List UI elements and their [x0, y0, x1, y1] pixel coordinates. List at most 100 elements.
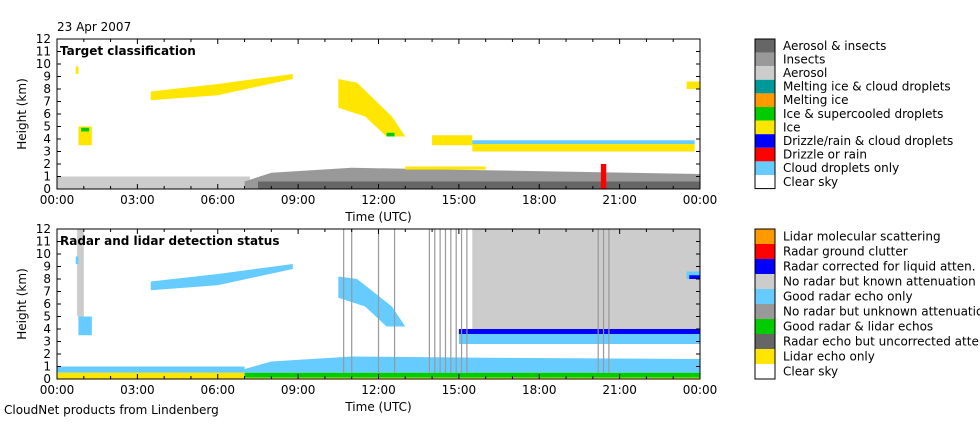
legend-label: Cloud droplets only — [783, 161, 899, 175]
legend-swatch-insects — [755, 52, 775, 67]
region-known_att — [472, 229, 700, 329]
x-tick-label: 00:00 — [683, 193, 718, 207]
region-radar_corr — [458, 329, 700, 334]
region-ice — [686, 81, 700, 89]
legend-label: Insects — [783, 52, 825, 66]
y-axis-label: Height (km) — [15, 268, 29, 339]
legend-swatch-ice — [755, 120, 775, 135]
x-tick-label: 12:00 — [361, 383, 396, 397]
panel-title: Radar and lidar detection status — [60, 234, 279, 248]
legend-swatch-melting_cloud — [755, 79, 775, 94]
legend-swatch-lidar_only — [755, 349, 775, 364]
region-good_radar — [57, 366, 245, 373]
legend-label: Drizzle/rain & cloud droplets — [783, 134, 953, 148]
y-tick-label: 7 — [43, 95, 51, 109]
legend-swatch-cloud — [755, 161, 775, 175]
y-tick-label: 9 — [43, 70, 51, 84]
x-tick-label: 09:00 — [281, 383, 316, 397]
legend-label: Good radar & lidar echos — [783, 320, 933, 334]
y-tick-label: 0 — [43, 182, 51, 196]
region-good_radar — [458, 334, 700, 344]
x-tick-label: 06:00 — [200, 383, 235, 397]
legend-swatch-clear — [755, 175, 775, 189]
y-tick-label: 11 — [36, 235, 51, 249]
region-ice — [432, 135, 473, 146]
legend-label: Lidar echo only — [783, 350, 875, 364]
legend-swatch-lidar_mol — [755, 229, 775, 244]
y-tick-label: 1 — [43, 170, 51, 184]
x-axis-label: Time (UTC) — [344, 210, 411, 224]
y-tick-label: 12 — [36, 222, 51, 236]
region-ice_sc — [81, 127, 90, 132]
panel-title: Target classification — [60, 44, 196, 58]
legend-label: Melting ice & cloud droplets — [783, 80, 951, 94]
legend-swatch-aerosol_insects — [755, 39, 775, 53]
y-tick-label: 3 — [43, 145, 51, 159]
legend-swatch-good_radar — [755, 289, 775, 304]
x-tick-label: 21:00 — [602, 383, 637, 397]
y-tick-label: 11 — [36, 45, 51, 59]
legend-swatch-known_att — [755, 274, 775, 289]
y-tick-label: 5 — [43, 120, 51, 134]
legend-frame — [754, 228, 776, 380]
y-tick-label: 3 — [43, 335, 51, 349]
date-label: 23 Apr 2007 — [57, 20, 131, 34]
legend-label: Radar echo but uncorrected atten. — [783, 335, 980, 349]
y-tick-label: 4 — [43, 132, 51, 146]
y-tick-label: 8 — [43, 82, 51, 96]
legend-swatch-aerosol — [755, 66, 775, 80]
legend-label: Ice — [783, 120, 801, 134]
legend-label: Lidar molecular scattering — [783, 230, 941, 244]
y-tick-label: 4 — [43, 322, 51, 336]
x-tick-label: 12:00 — [361, 193, 396, 207]
x-axis-label: Time (UTC) — [344, 400, 411, 414]
x-tick-label: 18:00 — [522, 383, 557, 397]
region-drizzle — [600, 164, 607, 189]
region-ice — [150, 74, 293, 101]
region-good_radar — [150, 264, 293, 291]
region-ice_sc — [386, 132, 395, 137]
legend-swatch-drizzle_cloud — [755, 134, 775, 148]
y-tick-label: 5 — [43, 310, 51, 324]
legend-label: Aerosol & insects — [783, 39, 886, 53]
legend-label: Ice & supercooled droplets — [783, 107, 943, 121]
x-tick-label: 03:00 — [120, 383, 155, 397]
legend-label: Radar corrected for liquid atten. — [783, 260, 976, 274]
legend-label: No radar but unknown attenuation — [783, 305, 980, 319]
legend-swatch-uncorrected — [755, 334, 775, 349]
y-tick-label: 6 — [43, 297, 51, 311]
x-tick-label: 00:00 — [40, 193, 75, 207]
y-axis-label: Height (km) — [15, 78, 29, 149]
x-tick-label: 03:00 — [120, 193, 155, 207]
x-tick-label: 15:00 — [442, 383, 477, 397]
y-tick-label: 9 — [43, 260, 51, 274]
x-tick-label: 15:00 — [442, 193, 477, 207]
panel-2: 00:00 03:00 06:00 09:00 12:00 15:00 18:00 21:00… — [15, 222, 980, 414]
x-tick-label: 21:00 — [602, 193, 637, 207]
legend-label: Radar ground clutter — [783, 245, 908, 259]
region-lidar_only — [57, 372, 245, 379]
y-tick-label: 10 — [36, 57, 51, 71]
credit-label: CloudNet products from Lindenberg — [4, 403, 219, 417]
region-ice — [405, 166, 486, 170]
legend-swatch-both — [755, 319, 775, 334]
x-tick-label: 06:00 — [200, 193, 235, 207]
legend-label: Drizzle or rain — [783, 148, 867, 162]
x-tick-label: 09:00 — [281, 193, 316, 207]
legend-label: Good radar echo only — [783, 290, 913, 304]
legend-swatch-drizzle — [755, 147, 775, 162]
region-cloud — [472, 140, 695, 144]
legend-swatch-clutter — [755, 244, 775, 259]
y-tick-label: 7 — [43, 285, 51, 299]
legend-label: Clear sky — [783, 175, 838, 189]
legend-swatch-ice_sc — [755, 107, 775, 121]
x-tick-label: 00:00 — [683, 383, 718, 397]
legend-label: Melting ice — [783, 93, 848, 107]
region-known_att — [77, 229, 84, 317]
legend-label: Clear sky — [783, 365, 838, 379]
region-aerosol_insects — [257, 181, 700, 189]
legend-swatch-radar_corr — [755, 259, 775, 274]
